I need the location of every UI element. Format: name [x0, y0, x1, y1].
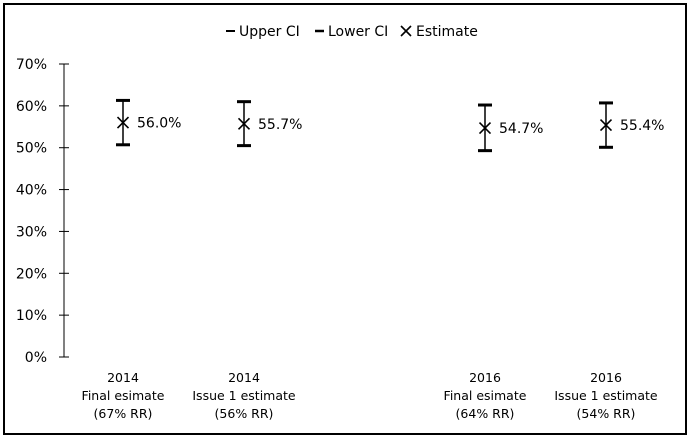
y-tick-label: 40%: [16, 183, 47, 199]
plot-area: 56.0% 55.7% 54.7% 55.4%: [116, 98, 664, 153]
y-tick-label: 30%: [16, 224, 47, 240]
legend-label: Estimate: [416, 24, 478, 40]
category-label: (67% RR): [94, 406, 153, 421]
estimate-marker-stroke: [116, 116, 130, 129]
legend-label: Lower CI: [328, 24, 388, 40]
category-label: 2016: [590, 370, 622, 385]
category-label: 2014: [228, 370, 260, 385]
estimate-marker-stroke: [237, 117, 251, 130]
category-label: Issue 1 estimate: [192, 388, 296, 403]
data-label: 54.7%: [499, 121, 543, 137]
category-label: 2016: [469, 370, 501, 385]
legend-swatch: [400, 25, 412, 37]
y-tick-label: 20%: [16, 266, 47, 282]
legend-swatch-stroke: [400, 25, 412, 37]
estimate-marker: [237, 117, 251, 130]
category-label: (54% RR): [577, 406, 636, 421]
data-label: 56.0%: [137, 116, 181, 132]
y-tick-label: 50%: [16, 141, 47, 157]
category-label: (64% RR): [456, 406, 515, 421]
category-label: Issue 1 estimate: [554, 388, 658, 403]
y-tick-label: 0%: [25, 350, 47, 366]
x-axis-labels: 2014 Final esimate (67% RR) 2014 Issue 1 est…: [82, 370, 658, 421]
estimate-marker: [116, 116, 130, 129]
category-label: Final esimate: [82, 388, 165, 403]
legend: Upper CI Lower CI Estimate: [226, 24, 478, 40]
estimate-marker-stroke: [599, 119, 613, 132]
estimate-marker-stroke: [478, 121, 492, 135]
y-tick-label: 10%: [16, 308, 47, 324]
category-label: 2014: [107, 370, 139, 385]
category-label: Final esimate: [444, 388, 527, 403]
legend-label: Upper CI: [239, 24, 300, 40]
data-label: 55.4%: [620, 118, 664, 134]
category-label: (56% RR): [215, 406, 274, 421]
estimate-marker: [599, 119, 613, 132]
data-label: 55.7%: [258, 117, 302, 133]
estimate-marker: [478, 121, 492, 135]
y-axis: 0% 10% 20% 30% 40% 50% 60% 70%: [16, 57, 69, 366]
chart-frame: [3, 3, 687, 435]
y-tick-label: 70%: [16, 57, 47, 73]
y-tick-label: 60%: [16, 99, 47, 115]
